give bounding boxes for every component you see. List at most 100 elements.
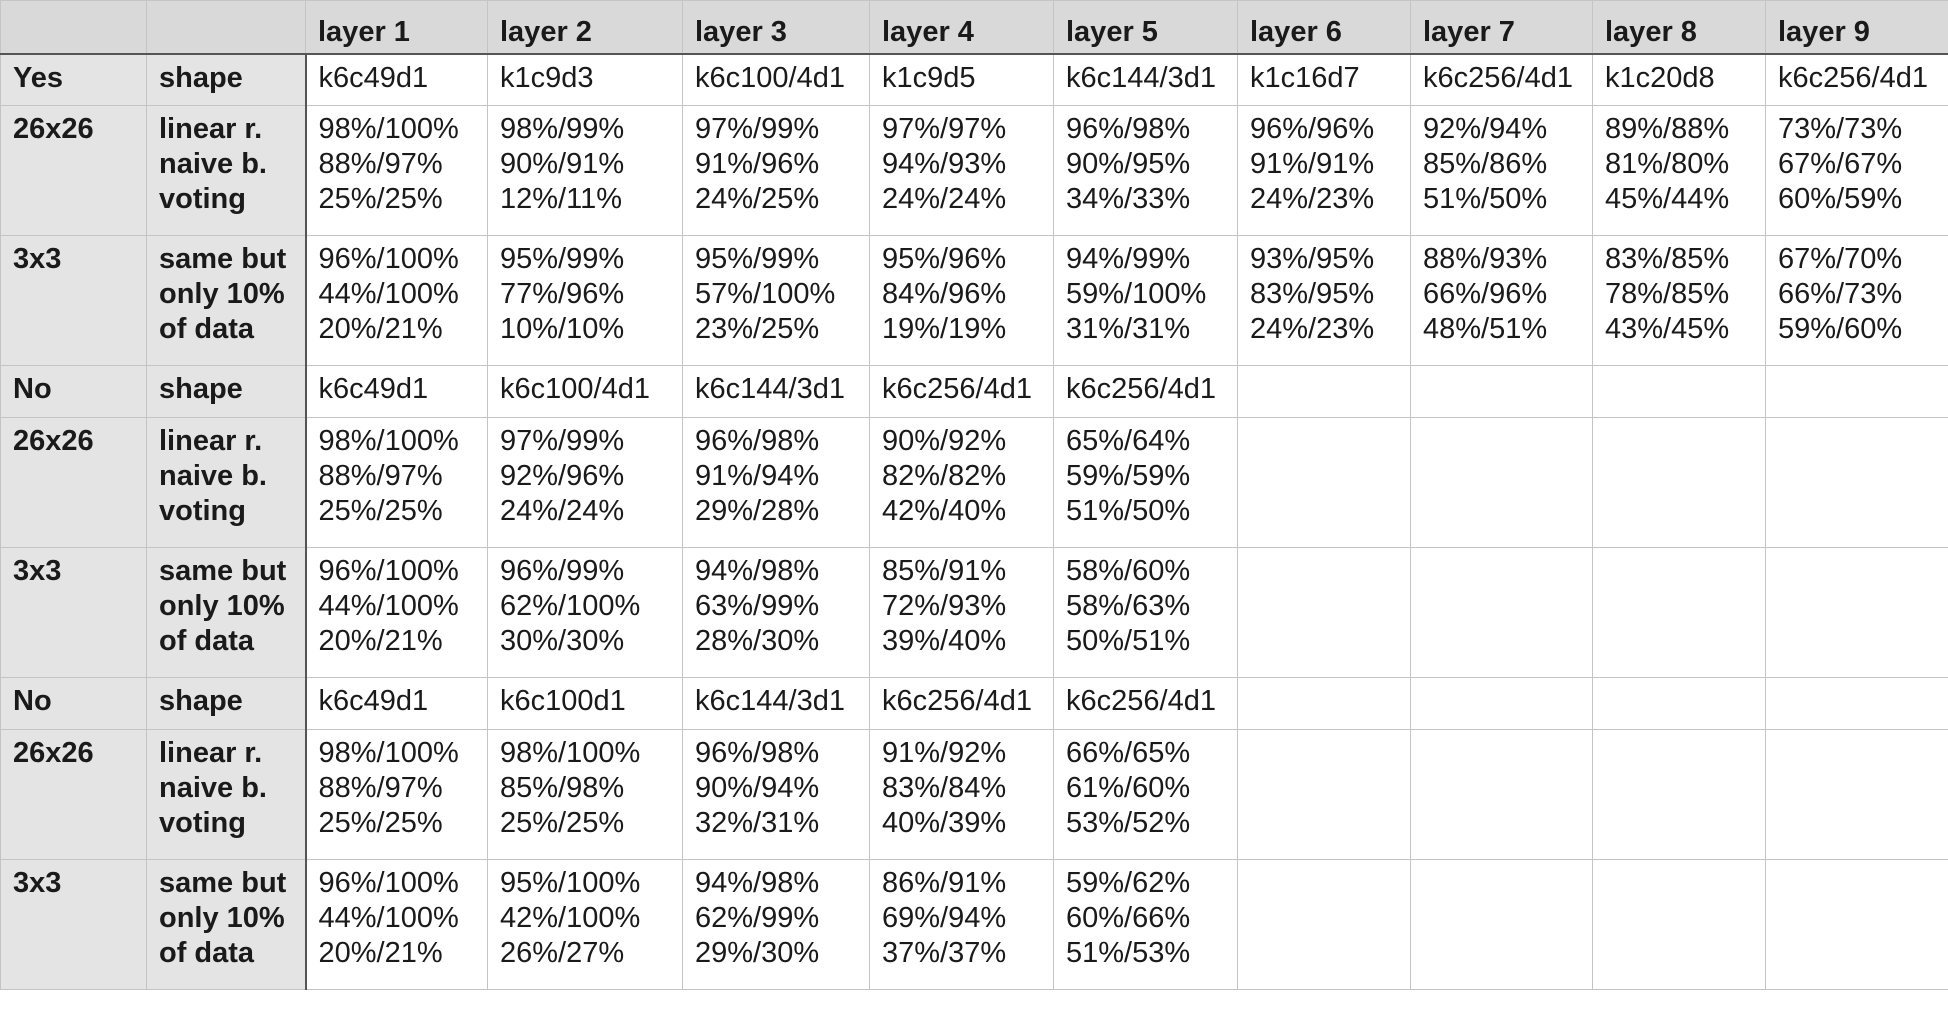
table-cell: 65%/64% 59%/59% 51%/50%: [1053, 417, 1238, 548]
row-label-line: linear r.: [159, 737, 263, 769]
shape-row: Yes shape k6c49d1 k1c9d3 k6c100/4d1 k1c9d5 k6c…: [0, 53, 1948, 106]
column-header: [146, 0, 306, 55]
cell-value: 83%/95%: [1250, 278, 1375, 310]
row-group-header: 3x3: [0, 235, 147, 366]
cell-value: 44%/100%: [318, 902, 459, 934]
cell-value: 58%/63%: [1066, 590, 1191, 622]
table-cell: k6c256/4d1: [1765, 53, 1948, 106]
cell-value: 20%/21%: [318, 937, 443, 969]
table-cell: k6c49d1: [305, 677, 488, 730]
cell-value: 86%/91%: [882, 867, 1007, 899]
cell-value: 59%/59%: [1066, 460, 1191, 492]
cell-value: 44%/100%: [318, 590, 459, 622]
row-label-line: same but: [159, 867, 287, 899]
table-cell: k6c144/3d1: [682, 365, 870, 418]
table-cell: 96%/96% 91%/91% 24%/23%: [1237, 105, 1411, 236]
table-cell: [1237, 729, 1411, 860]
table-cell: 66%/65% 61%/60% 53%/52%: [1053, 729, 1238, 860]
table-cell: [1410, 365, 1593, 418]
cell-value: 91%/92%: [882, 737, 1007, 769]
table-cell: 98%/100% 85%/98% 25%/25%: [487, 729, 683, 860]
cell-value: 95%/99%: [500, 243, 625, 275]
table-cell: 85%/91% 72%/93% 39%/40%: [869, 547, 1054, 678]
cell-value: 91%/91%: [1250, 148, 1375, 180]
table-cell: 96%/100% 44%/100% 20%/21%: [305, 859, 488, 990]
column-header: layer 7: [1410, 0, 1593, 55]
table-cell: 83%/85% 78%/85% 43%/45%: [1592, 235, 1766, 366]
cell-value: 96%/100%: [318, 867, 459, 899]
column-header: [0, 0, 147, 55]
row-label-line: same but: [159, 243, 287, 275]
table-cell: k6c49d1: [305, 365, 488, 418]
table-cell: k6c256/4d1: [869, 365, 1054, 418]
cell-value: 88%/97%: [318, 460, 443, 492]
table-cell: k6c256/4d1: [1053, 677, 1238, 730]
column-header: layer 2: [487, 0, 683, 55]
row-label-line: naive b.: [159, 148, 267, 180]
cell-value: 90%/91%: [500, 148, 625, 180]
table-cell: 95%/99% 57%/100% 23%/25%: [682, 235, 870, 366]
cell-value: 83%/84%: [882, 772, 1007, 804]
table-cell: 94%/98% 62%/99% 29%/30%: [682, 859, 870, 990]
cell-value: 51%/50%: [1423, 183, 1548, 215]
cell-value: 25%/25%: [318, 495, 443, 527]
cell-value: 57%/100%: [695, 278, 836, 310]
cell-value: 31%/31%: [1066, 313, 1191, 345]
cell-value: 66%/73%: [1778, 278, 1903, 310]
table-cell: [1237, 365, 1411, 418]
metric-row: 3x3 same but only 10% of data 96%/100% 44%/10…: [0, 235, 1948, 366]
cell-value: 91%/94%: [695, 460, 820, 492]
table-cell: k6c144/3d1: [682, 677, 870, 730]
cell-value: 96%/100%: [318, 243, 459, 275]
row-group-header: 26x26: [0, 729, 147, 860]
row-label: shape: [146, 677, 307, 730]
cell-value: 95%/96%: [882, 243, 1007, 275]
column-header: layer 3: [682, 0, 870, 55]
table-cell: [1592, 729, 1766, 860]
cell-value: 66%/96%: [1423, 278, 1548, 310]
cell-value: 90%/94%: [695, 772, 820, 804]
table-cell: 96%/100% 44%/100% 20%/21%: [305, 547, 488, 678]
row-label: linear r. naive b. voting: [146, 729, 307, 860]
cell-value: 51%/53%: [1066, 937, 1191, 969]
header-row: layer 1 layer 2 layer 3 layer 4 layer 5 layer…: [0, 0, 1948, 55]
table-cell: 88%/93% 66%/96% 48%/51%: [1410, 235, 1593, 366]
cell-value: 98%/100%: [500, 737, 641, 769]
table-cell: k6c256/4d1: [869, 677, 1054, 730]
cell-value: 32%/31%: [695, 807, 820, 839]
cell-value: 89%/88%: [1605, 113, 1730, 145]
row-label: same but only 10% of data: [146, 235, 307, 366]
cell-value: 93%/95%: [1250, 243, 1375, 275]
results-table: layer 1 layer 2 layer 3 layer 4 layer 5 layer…: [0, 0, 1948, 990]
cell-value: 53%/52%: [1066, 807, 1191, 839]
table-cell: 98%/100% 88%/97% 25%/25%: [305, 417, 488, 548]
cell-value: 72%/93%: [882, 590, 1007, 622]
cell-value: 95%/99%: [695, 243, 820, 275]
cell-value: 25%/25%: [318, 183, 443, 215]
cell-value: 34%/33%: [1066, 183, 1191, 215]
cell-value: 96%/100%: [318, 555, 459, 587]
table-cell: 98%/100% 88%/97% 25%/25%: [305, 105, 488, 236]
table-cell: k1c9d5: [869, 53, 1054, 106]
row-label-line: only 10%: [159, 902, 285, 934]
cell-value: 50%/51%: [1066, 625, 1191, 657]
cell-value: 59%/100%: [1066, 278, 1207, 310]
cell-value: 94%/98%: [695, 867, 820, 899]
cell-value: 91%/96%: [695, 148, 820, 180]
table-cell: k6c256/4d1: [1053, 365, 1238, 418]
table-cell: k6c100/4d1: [487, 365, 683, 418]
cell-value: 62%/99%: [695, 902, 820, 934]
cell-value: 65%/64%: [1066, 425, 1191, 457]
column-header: layer 6: [1237, 0, 1411, 55]
table-cell: [1410, 729, 1593, 860]
table-cell: k6c100d1: [487, 677, 683, 730]
table-cell: [1765, 729, 1948, 860]
cell-value: 94%/98%: [695, 555, 820, 587]
table-cell: 95%/96% 84%/96% 19%/19%: [869, 235, 1054, 366]
table-cell: 73%/73% 67%/67% 60%/59%: [1765, 105, 1948, 236]
table-cell: 58%/60% 58%/63% 50%/51%: [1053, 547, 1238, 678]
table-cell: 97%/97% 94%/93% 24%/24%: [869, 105, 1054, 236]
cell-value: 26%/27%: [500, 937, 625, 969]
table-cell: 67%/70% 66%/73% 59%/60%: [1765, 235, 1948, 366]
table-cell: [1237, 859, 1411, 990]
